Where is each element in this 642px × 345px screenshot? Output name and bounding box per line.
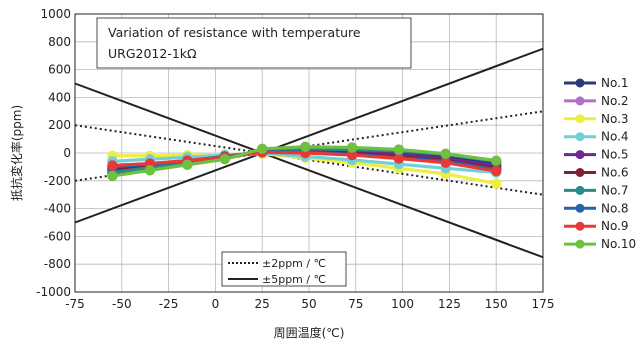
y-tick-label: -400 <box>44 202 71 216</box>
series-no10 <box>107 141 502 182</box>
data-point <box>300 141 311 152</box>
legend-label: No.10 <box>601 237 636 251</box>
title-box: Variation of resistance with temperature… <box>96 17 412 69</box>
series-line <box>112 151 497 175</box>
series-lines <box>107 141 502 189</box>
y-tick-label: -1000 <box>36 285 71 299</box>
series-line <box>112 145 497 178</box>
series-line <box>112 150 497 173</box>
legend-label: No.9 <box>601 219 629 233</box>
legend-entry: No.3 <box>564 112 629 126</box>
x-tick-label: -50 <box>112 297 132 311</box>
legend-label: No.4 <box>601 130 629 144</box>
legend-entry: No.4 <box>564 130 629 144</box>
data-point <box>440 157 451 168</box>
x-tick-label: 100 <box>391 297 414 311</box>
data-point <box>346 142 358 153</box>
x-tick-label: 0 <box>212 297 220 311</box>
data-point <box>393 153 405 164</box>
series-legend: No.1 No.2 No.3 No.4 No.5 No.6 No.7 No.8 No.9 No.1… <box>564 76 636 251</box>
reference-line-5ppm <box>74 82 544 259</box>
y-tick-label: -200 <box>44 174 71 188</box>
y-tick-label: 0 <box>63 146 71 160</box>
data-point <box>491 165 502 177</box>
x-tick-label: 175 <box>532 297 555 311</box>
data-point <box>257 143 268 155</box>
legend-label: No.8 <box>601 201 629 215</box>
plot-frame <box>74 13 544 293</box>
x-tick-label: 150 <box>485 297 508 311</box>
legend-marker <box>575 239 585 249</box>
legend-marker <box>575 150 585 160</box>
legend-label: No.5 <box>601 148 629 162</box>
legend-marker <box>575 114 585 124</box>
y-tick-label: 200 <box>48 118 71 132</box>
legend-label: No.3 <box>601 112 629 126</box>
reference-line-5ppm <box>74 47 544 224</box>
legend-entry: No.10 <box>564 237 636 251</box>
data-point <box>491 178 502 189</box>
data-point <box>219 154 230 165</box>
legend-entry: No.6 <box>564 166 629 180</box>
legend-entry: No.9 <box>564 219 629 233</box>
x-tick-label: -25 <box>159 297 179 311</box>
y-tick-label: 1000 <box>40 7 71 21</box>
y-tick-label: 800 <box>48 35 71 49</box>
x-tick-label: -75 <box>65 297 85 311</box>
data-point <box>144 165 156 176</box>
y-tick-label: -600 <box>44 229 71 243</box>
legend-entry: No.7 <box>564 183 629 197</box>
y-axis-label: 抵抗変化率(ppm) <box>9 105 24 201</box>
data-point <box>107 170 118 182</box>
legend-marker <box>575 203 585 213</box>
data-point <box>393 144 405 155</box>
x-tick-labels: -75 -50 -25 0 25 50 75 100 125 150 175 <box>65 297 554 311</box>
legend-marker <box>575 168 585 177</box>
y-tick-label: -800 <box>44 257 71 271</box>
y-tick-labels: 1000 800 600 400 200 0 -200 -400 -600 -800 -1000 <box>36 7 71 299</box>
legend-entry: No.1 <box>564 76 629 90</box>
ref-legend-label-5ppm: ±5ppm / ℃ <box>262 273 326 286</box>
data-point <box>346 149 358 161</box>
x-tick-label: 25 <box>255 297 270 311</box>
data-point <box>107 160 118 171</box>
legend-entry: No.5 <box>564 148 629 162</box>
data-point <box>182 159 193 171</box>
legend-entry: No.8 <box>564 201 629 215</box>
legend-marker <box>575 221 585 231</box>
legend-entry: No.2 <box>564 94 629 108</box>
legend-label: No.2 <box>601 94 629 108</box>
reference-legend-box: ±2ppm / ℃ ±5ppm / ℃ <box>221 251 347 287</box>
x-axis-label: 周囲温度(℃) <box>274 325 345 340</box>
data-point <box>491 155 502 166</box>
x-tick-label: 125 <box>438 297 461 311</box>
y-tick-label: 400 <box>48 90 71 104</box>
legend-label: No.1 <box>601 76 629 90</box>
legend-marker <box>575 132 585 142</box>
legend-marker <box>575 185 585 195</box>
legend-marker <box>575 96 585 106</box>
y-tick-label: 600 <box>48 63 71 77</box>
chart-title-line-1: Variation of resistance with temperature <box>108 25 361 40</box>
x-tick-label: 50 <box>301 297 316 311</box>
x-tick-label: 75 <box>348 297 363 311</box>
ref-legend-label-2ppm: ±2ppm / ℃ <box>262 257 326 270</box>
legend-label: No.7 <box>601 183 629 197</box>
data-point <box>440 148 451 159</box>
chart-title-line-2: URG2012-1kΩ <box>108 46 197 61</box>
legend-label: No.6 <box>601 166 629 180</box>
legend-marker <box>575 78 585 88</box>
